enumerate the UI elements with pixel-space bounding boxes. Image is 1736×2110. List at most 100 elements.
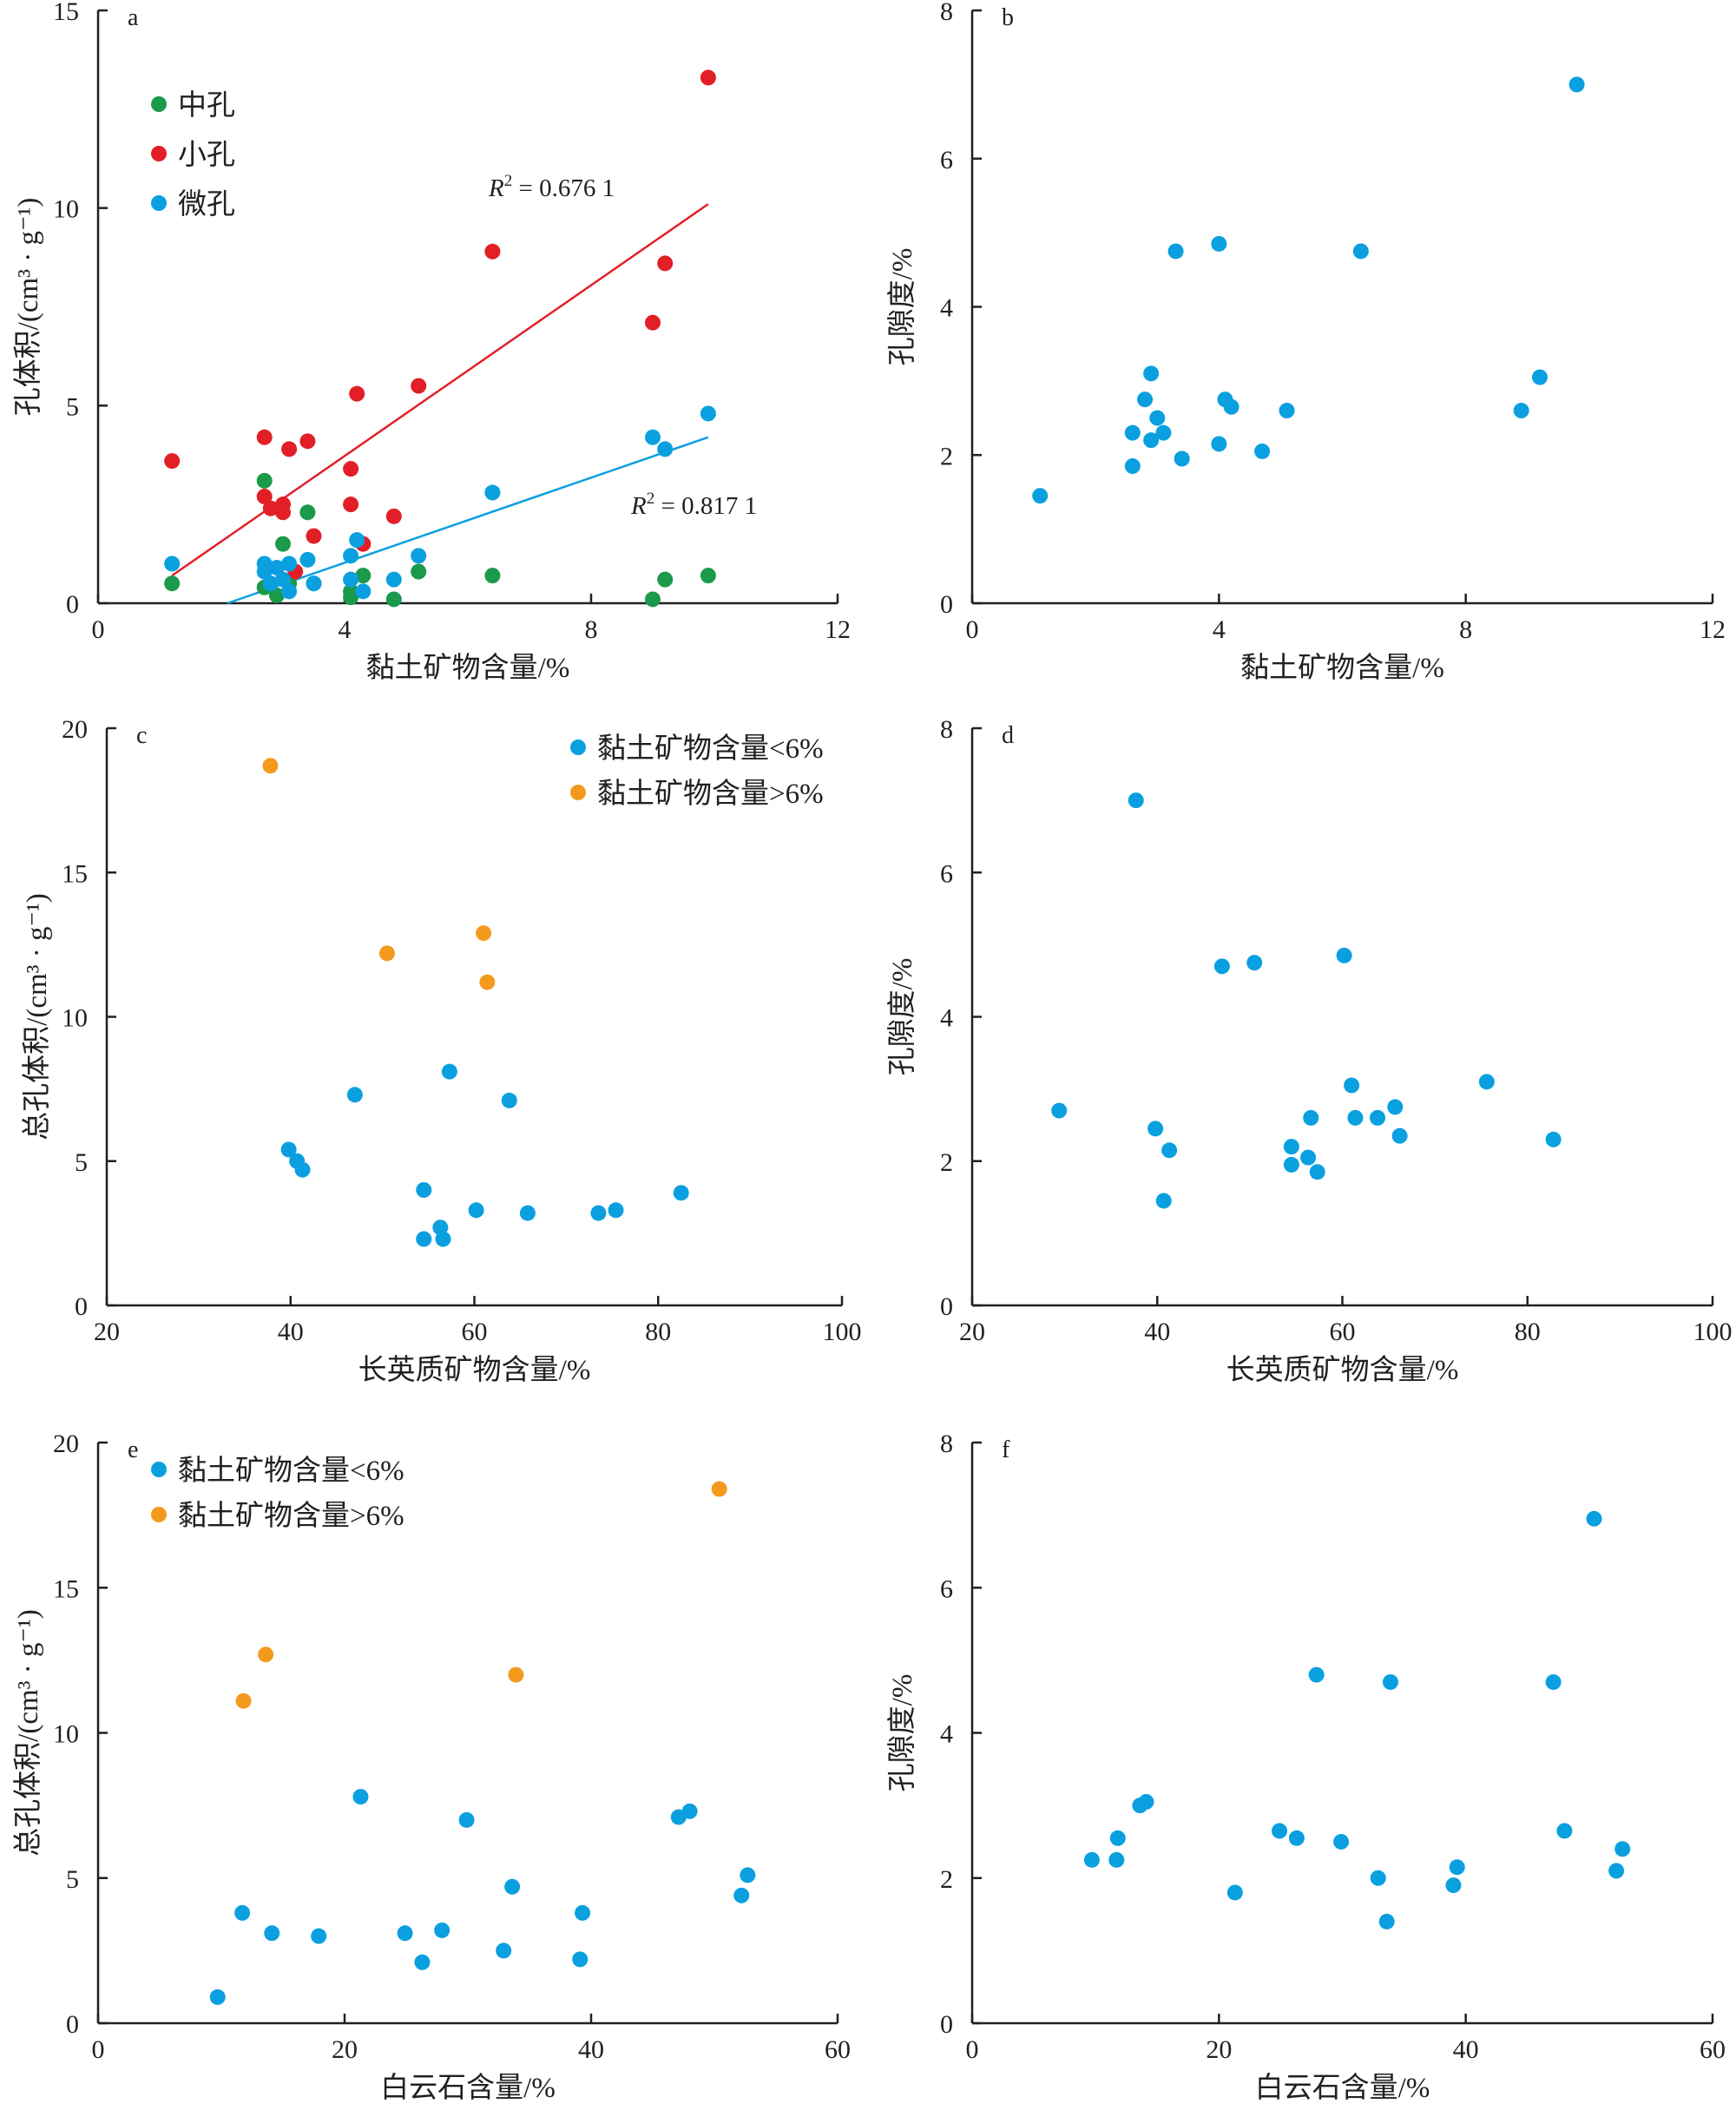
data-point-blue [1226, 1884, 1243, 1901]
data-point-blue [468, 1202, 484, 1219]
legend-marker-blue [151, 195, 167, 211]
data-point-blue [1138, 1793, 1154, 1810]
data-point-blue [733, 1887, 750, 1903]
fit-r-letter: R [488, 174, 504, 202]
x-tick-label: 4 [339, 615, 352, 644]
legend-marker-orange [151, 1507, 167, 1522]
data-point-blue [1051, 1102, 1068, 1119]
data-point-blue [1167, 243, 1184, 260]
y-tick-label: 4 [940, 1720, 953, 1749]
data-point-green [355, 568, 372, 584]
data-point-blue [1347, 1109, 1364, 1126]
data-point-green [700, 568, 716, 584]
data-point-blue [1211, 436, 1227, 452]
data-point-blue [209, 1988, 226, 2005]
data-point-blue [281, 583, 298, 600]
data-point-blue [496, 1942, 512, 1959]
x-tick-label: 8 [1459, 615, 1472, 644]
data-point-blue [1445, 1877, 1462, 1894]
y-tick-label: 6 [940, 146, 953, 174]
x-axis-label: 长英质矿物含量/% [358, 1354, 591, 1386]
data-point-red [275, 504, 291, 521]
data-point-green [411, 563, 427, 580]
data-point-red [256, 429, 273, 445]
data-point-red [657, 255, 674, 272]
data-point-blue [1568, 76, 1585, 93]
x-tick-label: 20 [1206, 2035, 1232, 2064]
legend-label: 小孔 [178, 140, 235, 171]
data-point-blue [1223, 398, 1240, 415]
data-point-blue [1478, 1074, 1495, 1090]
data-point-blue [299, 551, 316, 568]
data-point-blue [504, 1878, 521, 1895]
y-tick-label: 15 [53, 1574, 79, 1603]
data-point-blue [681, 1803, 698, 1819]
y-tick-label: 0 [940, 2010, 953, 2039]
y-tick-label: 20 [53, 1430, 79, 1458]
data-point-blue [306, 575, 322, 592]
x-tick-label: 20 [332, 2035, 358, 2064]
data-point-blue [352, 1789, 369, 1805]
data-point-blue [700, 405, 716, 422]
data-point-blue [264, 1925, 280, 1942]
y-tick-label: 5 [75, 1148, 88, 1177]
data-point-red [299, 433, 316, 450]
legend-marker-red [151, 146, 167, 161]
x-tick-label: 80 [1515, 1318, 1541, 1346]
legend-marker-blue [570, 739, 586, 755]
data-point-blue [1271, 1823, 1287, 1839]
data-point-blue [1283, 1139, 1299, 1155]
data-point-blue [1109, 1830, 1126, 1846]
data-point-red [700, 69, 716, 86]
data-point-red [343, 461, 359, 477]
panel-e: 0 20 40 60 0 5 10 15 20 e 白云石含量/% 总孔体积/(cm³ · g⁻¹) 黏… [12, 1430, 851, 2104]
data-point-blue [343, 571, 359, 588]
data-point-blue [346, 1087, 363, 1103]
legend-marker-orange [570, 785, 586, 800]
legend-marker-blue [151, 1462, 167, 1477]
x-tick-label: 60 [462, 1318, 488, 1346]
data-point-blue [1211, 235, 1227, 252]
legend-label: 黏土矿物含量<6% [178, 1455, 404, 1487]
y-tick-label: 4 [940, 1004, 953, 1033]
panel-letter: e [128, 1436, 138, 1463]
x-tick-label: 100 [823, 1318, 862, 1346]
data-point-blue [435, 1231, 451, 1247]
data-point-blue [740, 1867, 756, 1883]
data-point-blue [590, 1205, 607, 1221]
x-tick-label: 8 [585, 615, 598, 644]
data-point-red [349, 385, 365, 402]
x-tick-label: 0 [92, 615, 105, 644]
data-point-blue [268, 560, 285, 576]
y-tick-label: 15 [62, 859, 88, 888]
y-tick-label: 10 [62, 1004, 88, 1033]
data-point-blue [458, 1811, 475, 1828]
data-point-blue [1513, 403, 1529, 419]
data-point-green [268, 587, 285, 603]
data-point-blue [355, 583, 372, 600]
x-axis-label: 黏土矿物含量/% [1240, 652, 1444, 684]
data-point-orange [508, 1666, 524, 1683]
data-point-green [275, 536, 291, 552]
panel-f: 0 20 40 60 0 2 4 6 8 f 白云石含量/% 孔隙度/% [886, 1430, 1726, 2104]
data-point-green [164, 575, 181, 592]
data-point-orange [711, 1481, 727, 1497]
data-point-blue [1155, 1193, 1172, 1209]
y-tick-label: 0 [66, 590, 79, 619]
x-axis-label: 白云石含量/% [380, 2072, 556, 2104]
data-point-blue [275, 571, 291, 588]
legend-label: 黏土矿物含量<6% [597, 733, 824, 765]
data-point-blue [575, 1904, 591, 1921]
data-point-blue [1344, 1077, 1360, 1094]
data-point-blue [1614, 1841, 1631, 1857]
data-point-red [281, 441, 298, 457]
y-tick-label: 2 [940, 1865, 953, 1894]
data-point-blue [1382, 1673, 1398, 1690]
data-point-blue [441, 1063, 457, 1080]
y-axis-label: 孔隙度/% [886, 1674, 918, 1792]
data-point-blue [1143, 365, 1160, 382]
data-point-red [385, 508, 402, 524]
data-point-blue [281, 555, 298, 572]
y-axis-label: 孔体积/(cm³ · g⁻¹) [12, 198, 44, 417]
data-point-blue [1108, 1851, 1125, 1868]
